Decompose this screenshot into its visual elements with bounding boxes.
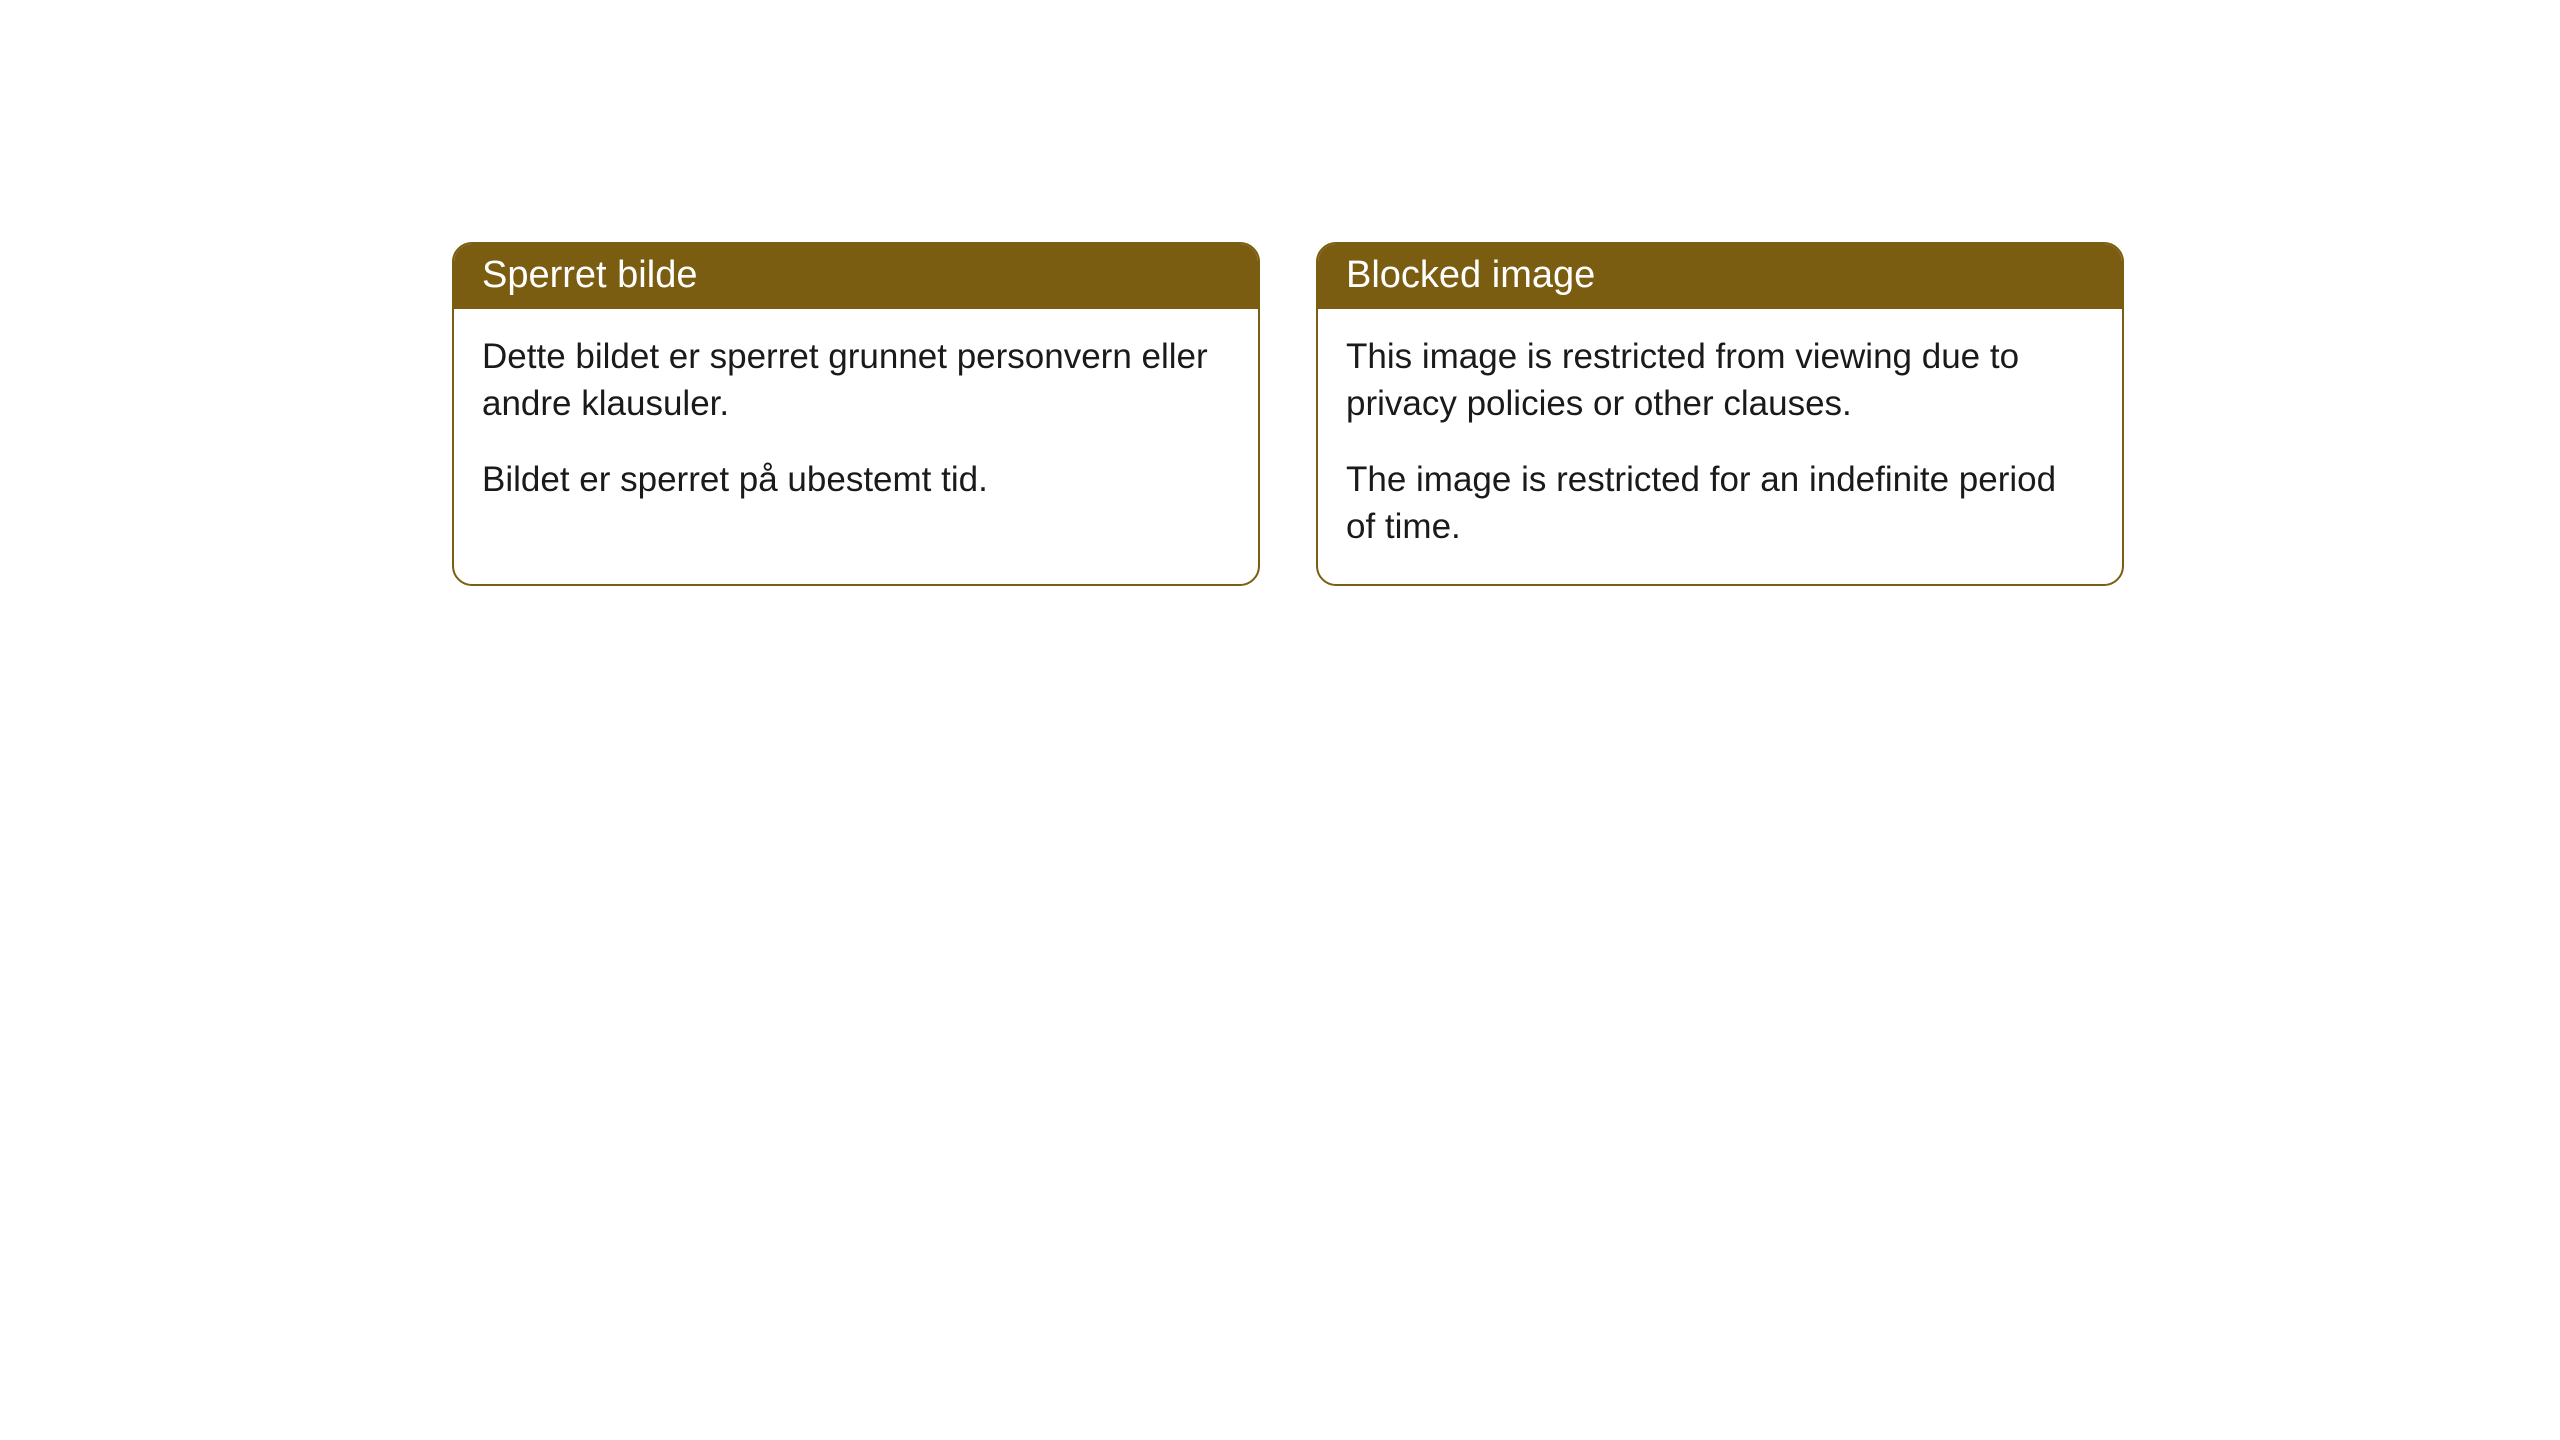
card-paragraph-1: Dette bildet er sperret grunnet personve… <box>482 333 1230 428</box>
card-paragraph-1: This image is restricted from viewing du… <box>1346 333 2094 428</box>
card-body-english: This image is restricted from viewing du… <box>1318 309 2122 584</box>
card-header-english: Blocked image <box>1318 244 2122 309</box>
card-body-norwegian: Dette bildet er sperret grunnet personve… <box>454 309 1258 537</box>
card-paragraph-2: The image is restricted for an indefinit… <box>1346 456 2094 551</box>
notice-cards-container: Sperret bilde Dette bildet er sperret gr… <box>452 242 2124 586</box>
card-header-norwegian: Sperret bilde <box>454 244 1258 309</box>
card-paragraph-2: Bildet er sperret på ubestemt tid. <box>482 456 1230 503</box>
card-english: Blocked image This image is restricted f… <box>1316 242 2124 586</box>
card-norwegian: Sperret bilde Dette bildet er sperret gr… <box>452 242 1260 586</box>
